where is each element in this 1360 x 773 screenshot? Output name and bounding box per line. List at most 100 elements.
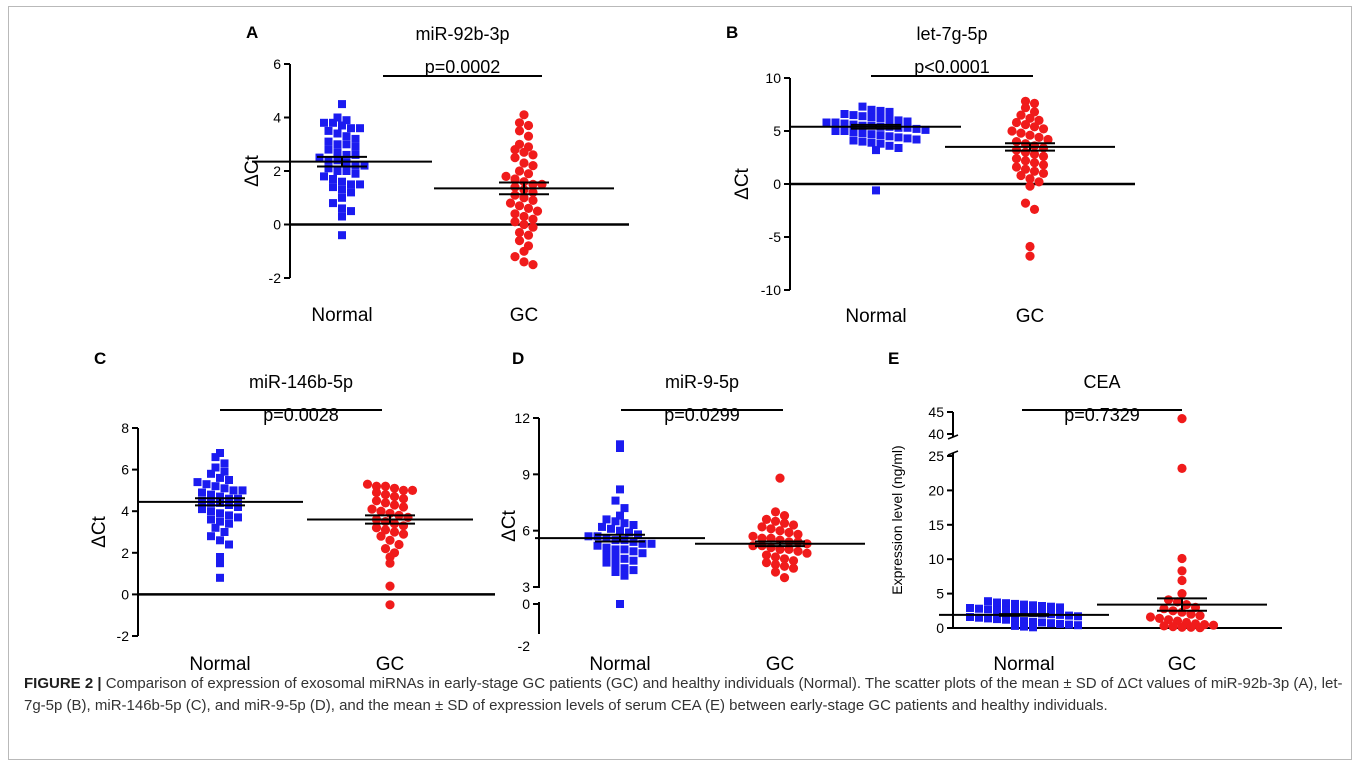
panel-c-gc-point	[380, 517, 391, 527]
panel-a-gc-point	[523, 131, 534, 141]
panel-b-normal-point	[840, 127, 849, 135]
panel-a-normal-point	[347, 124, 355, 133]
panel-c-label: C	[94, 349, 106, 368]
panel-a-y-tick-label: -2	[269, 270, 282, 286]
panel-b-gc-point	[1029, 149, 1040, 159]
panel-d-normal-point	[611, 496, 620, 505]
panel-c-gc-point	[380, 490, 391, 500]
panel-c-gc-point	[398, 494, 409, 504]
panel-c-normal-point	[211, 482, 220, 491]
panel-d-normal-point	[629, 556, 638, 565]
panel-d-normal-point	[602, 558, 611, 567]
panel-c-gc-point	[398, 529, 409, 539]
panel-a-gc-point	[519, 257, 529, 267]
panel-c-normal-point	[216, 573, 224, 582]
panel-e-y-tick-label: 5	[936, 586, 944, 602]
panel-b-normal-point	[876, 139, 885, 148]
panel-b-normal-point	[894, 133, 903, 142]
panel-d-normal-point	[629, 566, 638, 575]
panel-d-pvalue: p=0.0299	[664, 405, 740, 425]
panel-b-normal-point	[867, 130, 876, 139]
panel-a-y-tick-label: 4	[273, 110, 281, 126]
panel-b-gc-point	[1038, 168, 1049, 178]
panel-d-normal-point	[620, 519, 629, 528]
panel-c-gc-point	[389, 483, 400, 493]
panel-a-normal-point	[347, 180, 355, 189]
panel-a-gc-point	[510, 217, 520, 227]
panel-c-gc-point	[385, 581, 395, 591]
panel-b-normal-point	[921, 125, 930, 134]
panel-a-normal-point	[342, 167, 351, 175]
panel-e-normal-point	[1020, 622, 1028, 631]
panel-d-gc-point	[779, 554, 790, 564]
panel-d-normal-point	[593, 532, 602, 541]
panel-b-gc-point	[1025, 130, 1035, 140]
panel-a-normal-point	[324, 145, 333, 154]
panel-c-gc-point	[380, 498, 391, 508]
panel-c-normal-point	[211, 453, 220, 462]
panel-b-y-tick-label: 10	[765, 70, 781, 86]
panel-d-normal-point	[602, 515, 611, 524]
panel-c-y-tick-label: 6	[121, 462, 129, 478]
panel-e-y-tick-label: 40	[928, 426, 944, 442]
panel-b-pvalue: p<0.0001	[914, 57, 990, 77]
panel-a-category-label: Normal	[311, 305, 372, 326]
panel-d-normal-point	[611, 536, 620, 545]
panel-a-pvalue: p=0.0002	[425, 57, 501, 77]
panel-b-gc-point	[1029, 158, 1040, 168]
panel-a-normal-point	[338, 212, 346, 221]
panel-e-normal-point	[1029, 608, 1037, 617]
panel-e-gc-point	[1186, 622, 1196, 632]
panel-c-gc-point	[371, 487, 382, 498]
panel-c-gc-point	[367, 504, 377, 514]
panel-e-normal-point	[975, 604, 983, 613]
panel-a-normal-point	[329, 199, 337, 208]
panel-d-normal-point	[638, 539, 647, 548]
panel-a-normal-point	[338, 100, 346, 109]
panel-d-gc-point	[775, 473, 785, 483]
panel-a-gc-point	[528, 222, 538, 232]
panel-b-gc-point	[1029, 122, 1040, 132]
panel-d-normal-point	[611, 553, 620, 561]
panel-c-normal-point	[211, 523, 220, 532]
panel-e-y-tick-label: 10	[928, 551, 944, 567]
panel-c-gc-point	[380, 481, 391, 491]
panel-d-gc-point	[775, 544, 785, 555]
panel-c-gc-point	[398, 521, 409, 531]
panel-a-normal-point	[342, 116, 351, 125]
panel-b-gc-point	[1038, 151, 1049, 161]
panel-d-gc-point	[757, 522, 767, 532]
panel-b-gc-point	[1011, 162, 1022, 172]
panel-c-normal-point	[216, 449, 224, 457]
panel-c-normal-point	[225, 511, 233, 520]
panel-d-gc-point	[757, 533, 767, 543]
panel-d-normal-point	[593, 541, 602, 550]
panel-a-normal-point	[347, 207, 355, 216]
panel-c-gc-point	[389, 492, 400, 502]
panel-c-normal-point	[207, 498, 215, 507]
panel-e-normal-point	[1002, 615, 1010, 624]
panel-c-normal-point	[234, 503, 242, 511]
panel-d-normal-point	[602, 543, 611, 552]
panel-b-normal-point	[822, 118, 831, 127]
panel-e-category-label: Normal	[993, 654, 1054, 670]
panel-e-gc-point	[1195, 623, 1205, 633]
panel-a-gc-point	[519, 110, 529, 120]
panel-d-normal-point	[625, 528, 633, 537]
panel-d-normal-point	[620, 564, 629, 573]
panel-c-gc-point	[385, 600, 395, 610]
panel-e-normal-point	[993, 615, 1001, 624]
panel-a-gc-point	[523, 120, 534, 131]
panel-c-category-label: GC	[376, 654, 405, 670]
panel-a-gc-point	[510, 252, 520, 262]
panel-b-normal-point	[867, 138, 876, 147]
panel-d-gc-point	[770, 567, 781, 577]
panel-b-gc-point	[1020, 103, 1031, 113]
figure-frame	[8, 6, 1352, 760]
panel-e-normal-point	[1038, 602, 1046, 610]
panel-b-gc-point	[1020, 96, 1031, 106]
panel-b-normal-point	[876, 106, 885, 115]
panel-e-normal-point	[966, 613, 974, 621]
panel-c-gc-point	[403, 512, 413, 523]
panel-d-normal-point	[620, 536, 629, 545]
